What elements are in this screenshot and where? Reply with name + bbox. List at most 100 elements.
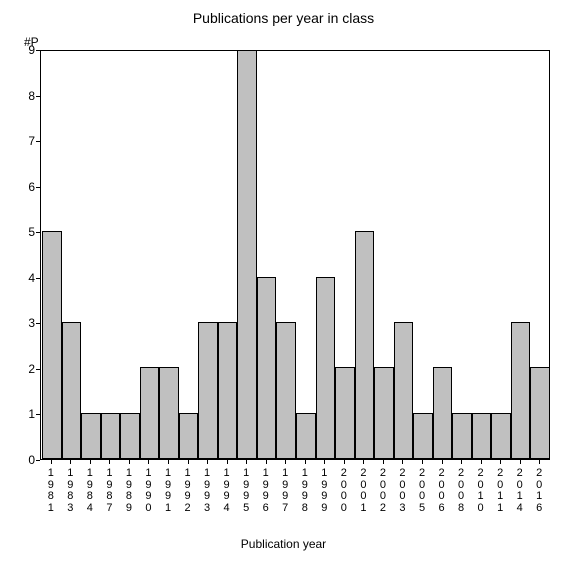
- y-tick-label: 3: [28, 316, 35, 330]
- x-tick: [188, 460, 189, 464]
- x-tick-label: 2008: [456, 468, 466, 514]
- bar: [237, 50, 257, 459]
- x-tick: [148, 460, 149, 464]
- x-tick-label: 1998: [300, 468, 310, 514]
- x-tick-label: 1994: [222, 468, 232, 514]
- bar: [433, 367, 453, 459]
- x-tick-label: 1983: [65, 468, 75, 514]
- x-tick-label: 2011: [495, 468, 505, 514]
- bar: [42, 231, 62, 459]
- x-tick-label: 2002: [378, 468, 388, 514]
- bar: [413, 413, 433, 459]
- x-tick: [51, 460, 52, 464]
- y-tick: [36, 50, 40, 51]
- x-tick-label: 2014: [515, 468, 525, 514]
- x-tick-label: 1992: [183, 468, 193, 514]
- bar: [491, 413, 511, 459]
- bar: [335, 367, 355, 459]
- bar: [257, 277, 277, 459]
- x-tick: [461, 460, 462, 464]
- bar: [511, 322, 531, 459]
- x-tick: [363, 460, 364, 464]
- bar: [159, 367, 179, 459]
- bar: [198, 322, 218, 459]
- x-tick-label: 2001: [358, 468, 368, 514]
- x-tick: [109, 460, 110, 464]
- x-tick-label: 1981: [46, 468, 56, 514]
- x-tick: [207, 460, 208, 464]
- x-tick-label: 2005: [417, 468, 427, 514]
- x-tick-label: 2010: [476, 468, 486, 514]
- y-tick-label: 4: [28, 271, 35, 285]
- y-tick: [36, 232, 40, 233]
- y-tick-label: 8: [28, 89, 35, 103]
- x-tick: [90, 460, 91, 464]
- x-tick-label: 1987: [104, 468, 114, 514]
- x-tick: [442, 460, 443, 464]
- y-tick-label: 9: [28, 43, 35, 57]
- x-axis-label: Publication year: [0, 537, 567, 551]
- y-tick: [36, 414, 40, 415]
- y-tick-label: 1: [28, 407, 35, 421]
- x-tick: [129, 460, 130, 464]
- y-tick: [36, 96, 40, 97]
- y-tick: [36, 187, 40, 188]
- bar: [530, 367, 550, 459]
- x-tick-label: 1984: [85, 468, 95, 514]
- x-tick-label: 2006: [437, 468, 447, 514]
- x-tick: [481, 460, 482, 464]
- x-tick: [285, 460, 286, 464]
- x-tick: [324, 460, 325, 464]
- y-tick: [36, 141, 40, 142]
- x-tick-label: 1993: [202, 468, 212, 514]
- bar: [62, 322, 82, 459]
- x-tick-label: 1989: [124, 468, 134, 514]
- x-tick: [168, 460, 169, 464]
- y-tick-label: 6: [28, 180, 35, 194]
- bar: [101, 413, 121, 459]
- x-tick-label: 2000: [339, 468, 349, 514]
- x-tick: [227, 460, 228, 464]
- chart-title: Publications per year in class: [0, 10, 567, 26]
- x-tick: [520, 460, 521, 464]
- bar: [140, 367, 160, 459]
- y-tick-label: 5: [28, 225, 35, 239]
- bar: [81, 413, 101, 459]
- y-tick-label: 7: [28, 134, 35, 148]
- x-tick: [266, 460, 267, 464]
- y-tick: [36, 323, 40, 324]
- x-tick: [383, 460, 384, 464]
- x-tick: [344, 460, 345, 464]
- x-tick: [539, 460, 540, 464]
- y-tick: [36, 369, 40, 370]
- x-tick-label: 1991: [163, 468, 173, 514]
- x-tick: [305, 460, 306, 464]
- x-tick-label: 2016: [534, 468, 544, 514]
- bar: [276, 322, 296, 459]
- x-tick-label: 1997: [280, 468, 290, 514]
- y-tick: [36, 278, 40, 279]
- bar: [374, 367, 394, 459]
- y-tick: [36, 460, 40, 461]
- x-tick-label: 1995: [241, 468, 251, 514]
- x-tick: [500, 460, 501, 464]
- bar: [179, 413, 199, 459]
- x-tick: [422, 460, 423, 464]
- bar: [452, 413, 472, 459]
- x-tick: [402, 460, 403, 464]
- x-tick-label: 1990: [143, 468, 153, 514]
- y-tick-label: 2: [28, 362, 35, 376]
- y-tick-label: 0: [28, 453, 35, 467]
- x-tick-label: 2003: [397, 468, 407, 514]
- x-tick: [70, 460, 71, 464]
- x-tick-label: 1996: [261, 468, 271, 514]
- plot-area: [40, 50, 550, 460]
- publications-bar-chart: Publications per year in class #P 012345…: [0, 0, 567, 567]
- bar: [394, 322, 414, 459]
- bar: [218, 322, 238, 459]
- x-tick-label: 1999: [319, 468, 329, 514]
- bar: [296, 413, 316, 459]
- x-tick: [246, 460, 247, 464]
- bar: [316, 277, 336, 459]
- bar: [472, 413, 492, 459]
